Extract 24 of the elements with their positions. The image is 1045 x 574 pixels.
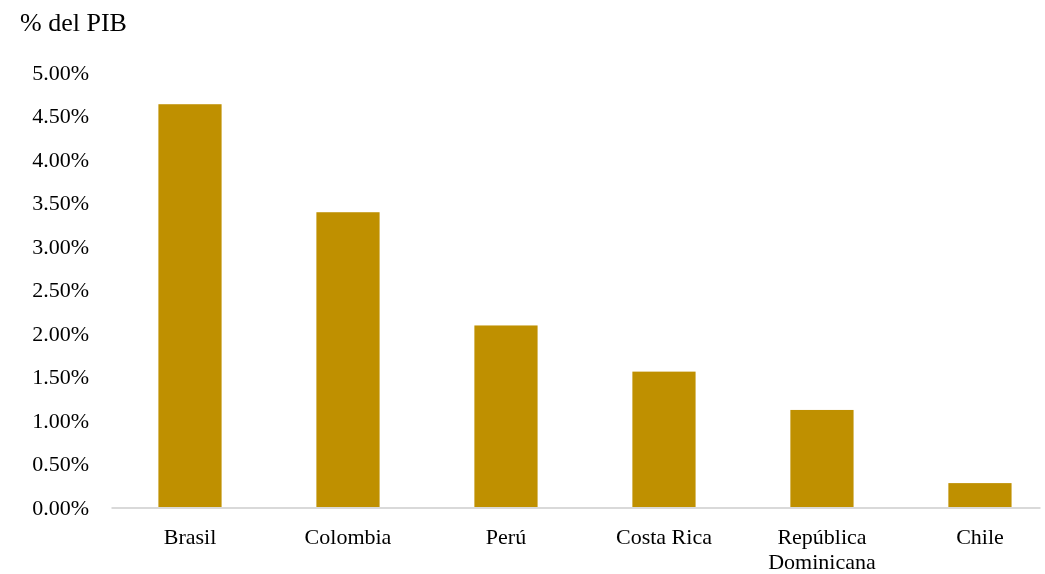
y-axis-title: % del PIB	[20, 8, 127, 37]
y-tick-label: 0.00%	[32, 495, 89, 521]
bar	[790, 409, 854, 508]
x-tick-label: Brasil	[163, 524, 217, 550]
bar	[948, 483, 1012, 508]
y-tick-label: 1.50%	[32, 364, 89, 390]
y-tick-label: 5.00%	[32, 59, 89, 85]
x-tick-label: Perú	[485, 524, 527, 550]
y-tick-label: 2.50%	[32, 277, 89, 303]
x-tick-label: Costa Rica	[616, 524, 713, 550]
x-tick-label: Colombia	[304, 524, 392, 550]
y-tick-label: 3.50%	[32, 190, 89, 216]
y-tick-label: 1.00%	[32, 407, 89, 433]
y-tick-label: 2.00%	[32, 320, 89, 346]
y-tick-label: 3.00%	[32, 233, 89, 259]
x-tick-label: Chile	[956, 524, 1004, 550]
bar	[632, 371, 696, 508]
y-tick-label: 4.50%	[32, 103, 89, 129]
bar	[158, 104, 222, 508]
y-tick-label: 0.50%	[32, 451, 89, 477]
bar	[316, 212, 380, 508]
bar	[474, 325, 538, 508]
y-tick-label: 4.00%	[32, 146, 89, 172]
x-tick-label: República Dominicana	[768, 524, 876, 574]
